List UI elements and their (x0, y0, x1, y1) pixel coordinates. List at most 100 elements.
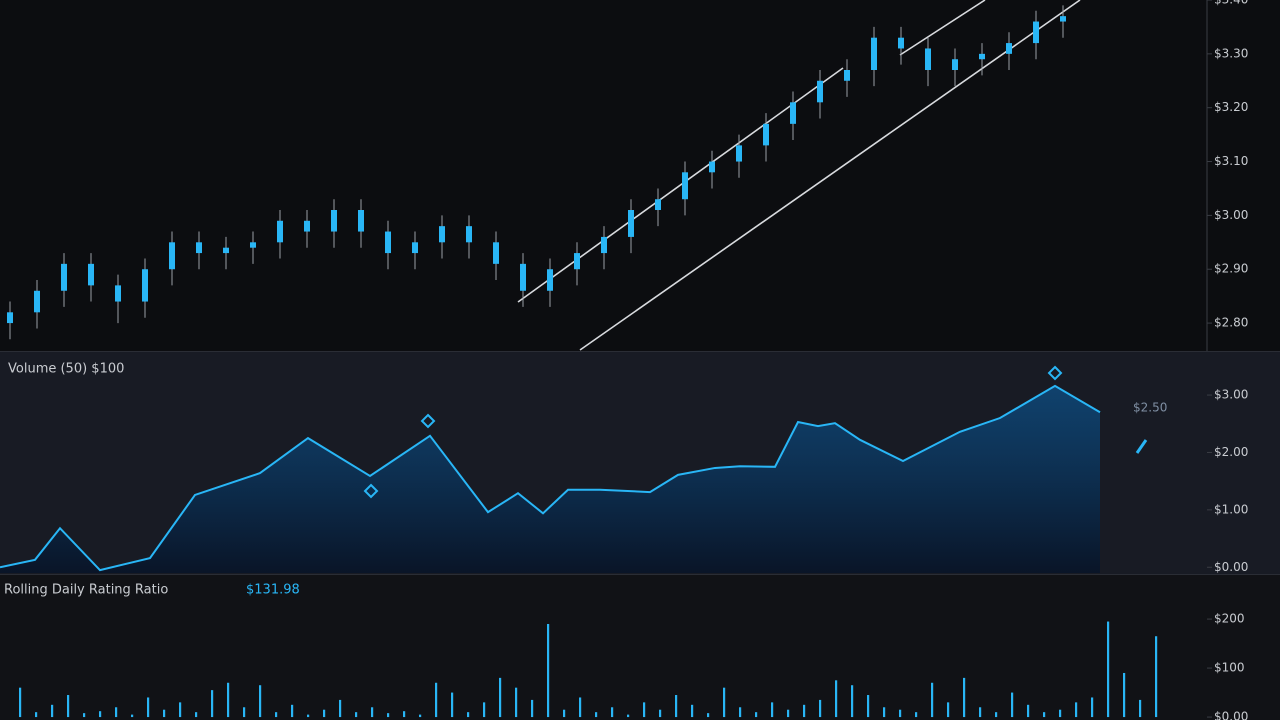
candle-body (628, 210, 634, 237)
bar (1139, 699, 1142, 718)
candle-body (1006, 43, 1012, 54)
candle-body (1060, 16, 1066, 22)
trend-line (899, 0, 986, 56)
bar (307, 714, 310, 718)
marker (420, 413, 436, 429)
panel-title: Rolling Daily Rating Ratio (4, 583, 168, 598)
bar (531, 699, 534, 718)
bar (755, 712, 758, 718)
candle-body (277, 220, 283, 243)
bar (1027, 704, 1030, 718)
price-panel (0, 0, 1280, 351)
bar (803, 704, 806, 718)
marks: $3.40 $3.30 $3.20 $3.10 $3.00 $2.90 $2.80 $3.00… (0, 0, 1248, 720)
bar (1091, 697, 1094, 718)
bar (19, 687, 22, 718)
bar (883, 707, 886, 718)
bar (595, 712, 598, 718)
bar (931, 682, 934, 718)
candle-body (736, 145, 742, 162)
candle-body (844, 70, 850, 81)
y-tick-label: $100 (1214, 661, 1245, 675)
y-tick-label: $3.20 (1214, 100, 1248, 114)
candle-body (439, 226, 445, 243)
bar (243, 707, 246, 718)
bar (579, 697, 582, 718)
candle-body (196, 242, 202, 254)
bar (483, 702, 486, 718)
bar (787, 709, 790, 718)
y-tick-label: $3.30 (1214, 46, 1248, 60)
bar (435, 682, 438, 718)
bar (499, 677, 502, 718)
bar (867, 695, 870, 718)
bar (1107, 621, 1110, 718)
candle-body (709, 161, 715, 173)
candle-body (1033, 21, 1039, 44)
bar (1011, 692, 1014, 718)
candle-body (952, 59, 958, 70)
bar (195, 712, 198, 718)
bar (291, 704, 294, 718)
bar (387, 713, 390, 718)
bar (1155, 636, 1158, 718)
bar (1043, 712, 1046, 718)
bar (131, 714, 134, 718)
bar (979, 707, 982, 718)
bar (163, 709, 166, 718)
bar (1123, 672, 1126, 718)
bar (851, 685, 854, 718)
candle-body (871, 37, 877, 70)
annotation: $2.50 (1133, 401, 1167, 415)
y-tick-label: $3.10 (1214, 154, 1248, 168)
bar (691, 704, 694, 718)
bar (403, 711, 406, 718)
marker-slash (1135, 439, 1148, 454)
candle-body (601, 236, 607, 254)
bar (51, 704, 54, 718)
bar (99, 711, 102, 718)
marker (363, 483, 379, 499)
bar (739, 707, 742, 718)
candle-body (304, 220, 310, 232)
bar (83, 713, 86, 718)
panel-value: $131.98 (246, 583, 300, 598)
bar (995, 712, 998, 718)
candle-body (115, 285, 121, 302)
y-tick-label: $3.00 (1214, 388, 1248, 402)
bar (147, 697, 150, 718)
bar (643, 702, 646, 718)
candle-body (979, 53, 985, 60)
candle-body (223, 247, 229, 254)
candle-body (331, 210, 337, 232)
bar (771, 702, 774, 718)
candle-body (142, 269, 148, 302)
y-tick-label: $3.40 (1214, 0, 1248, 7)
bar (707, 713, 710, 718)
candle-body (817, 80, 823, 103)
bar (835, 680, 838, 718)
bar (35, 712, 38, 718)
bar (723, 687, 726, 718)
candle-body (250, 242, 256, 248)
bar (627, 714, 630, 718)
panel-title: Volume (50) $100 (8, 362, 124, 377)
bar (675, 695, 678, 718)
bar (371, 707, 374, 718)
y-tick-label: $0.00 (1214, 560, 1248, 574)
bar (355, 712, 358, 718)
candle-body (493, 242, 499, 264)
y-tick-label: $1.00 (1214, 502, 1248, 516)
candle-body (466, 226, 472, 243)
y-tick-label: $3.00 (1214, 208, 1248, 222)
bar (563, 709, 566, 718)
bar (1075, 702, 1078, 718)
area-fill (0, 385, 1160, 573)
candle-body (790, 102, 796, 124)
candle-body (169, 242, 175, 270)
candle-body (61, 263, 67, 291)
bar (515, 687, 518, 718)
bar (659, 709, 662, 718)
trend-line (579, 0, 1081, 351)
